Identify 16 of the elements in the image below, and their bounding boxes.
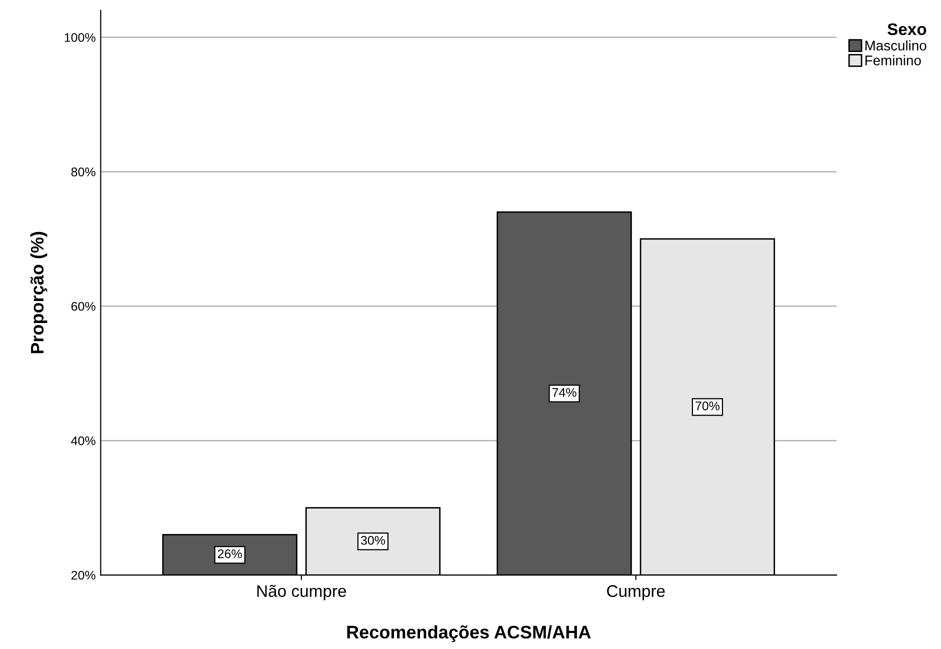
x-tick-label: Não cumpre	[257, 584, 346, 600]
data-label: 26%	[218, 549, 242, 558]
y-axis-title: Proporção (%)	[30, 232, 48, 354]
data-label: 30%	[360, 536, 386, 545]
legend-title: Sexo	[887, 23, 926, 36]
y-tick-label: 60%	[71, 302, 96, 311]
x-axis-title: Recomendações ACSM/AHA	[347, 625, 591, 642]
y-tick-label: 100%	[64, 33, 96, 42]
data-label: 70%	[696, 401, 720, 410]
y-tick-label: 80%	[71, 168, 96, 176]
data-label: 74%	[552, 388, 576, 397]
legend-label: Feminino	[865, 55, 921, 66]
x-tick-label: Cumpre	[607, 585, 665, 600]
y-tick-label: 40%	[71, 436, 96, 446]
y-tick-label: 20%	[71, 570, 96, 580]
legend-label: Masculino	[865, 40, 926, 50]
